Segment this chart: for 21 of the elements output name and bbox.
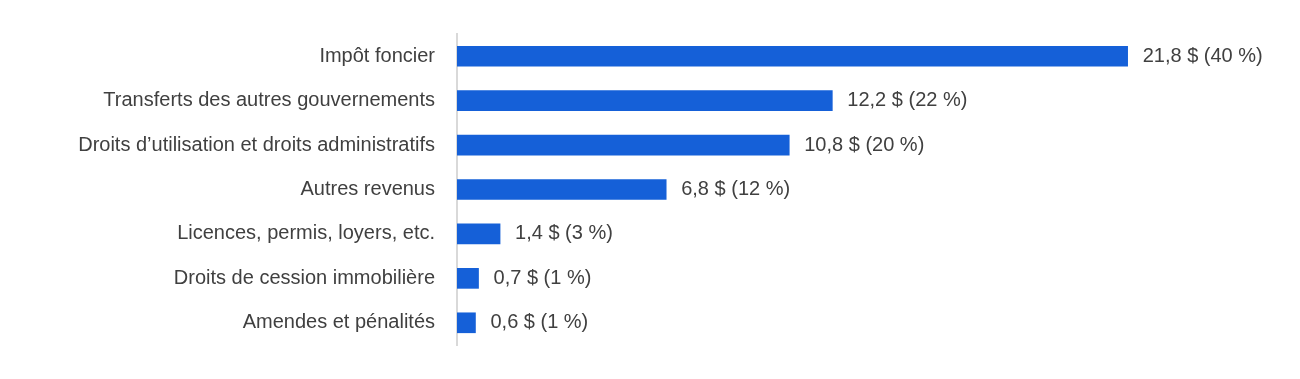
y-tick-label: Licences, permis, loyers, etc. [177, 221, 435, 244]
data-label: 6,8 $ (12 %) [681, 177, 791, 200]
bar [457, 134, 790, 156]
data-label: 1,4 $ (3 %) [515, 221, 613, 244]
data-label: 21,8 $ (40 %) [1142, 43, 1263, 66]
data-label: 0,6 $ (1 %) [490, 310, 589, 333]
bar [457, 312, 476, 334]
y-tick-label: Droits de cession immobilière [173, 265, 435, 288]
y-tick-label: Autres revenus [300, 177, 435, 200]
bar [457, 223, 501, 245]
y-tick-label: Impôt foncier [319, 43, 436, 66]
bar [457, 179, 667, 200]
bar [457, 90, 833, 111]
y-tick-label: Amendes et pénalités [242, 310, 435, 333]
y-tick-label: Droits d’utilisation et droits administratifs [78, 132, 435, 155]
bar [457, 45, 1128, 67]
data-label: 12,2 $ (22 %) [847, 88, 968, 111]
bar [457, 268, 479, 289]
y-tick-label: Transferts des autres gouvernements [103, 88, 435, 111]
data-label: 0,7 $ (1 %) [493, 265, 592, 288]
data-label: 10,8 $ (20 %) [804, 132, 925, 155]
